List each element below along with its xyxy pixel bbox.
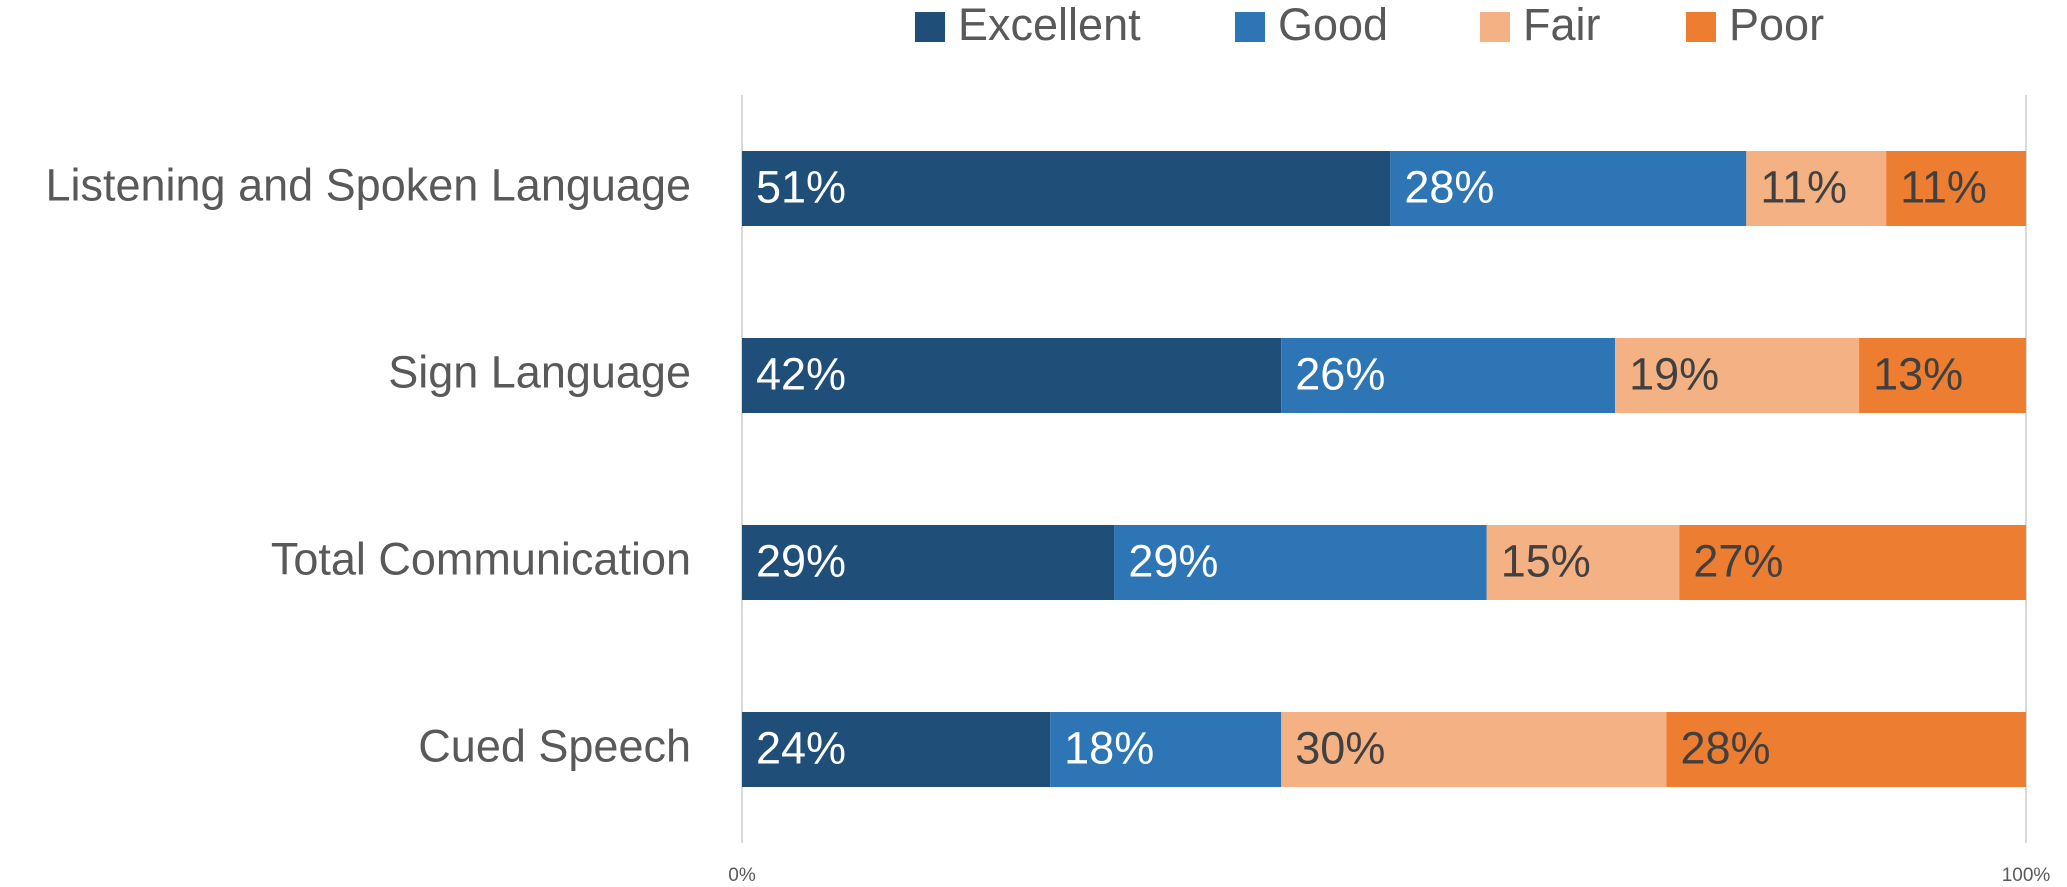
data-label: 24% [756, 722, 846, 773]
data-label: 29% [1128, 535, 1218, 586]
legend-swatch [1686, 12, 1716, 42]
bar-segment [1746, 151, 1887, 226]
bar-segment [1679, 525, 2026, 600]
data-label: 15% [1501, 535, 1591, 586]
x-tick-label: 0% [728, 865, 756, 886]
bar-segment [1281, 338, 1616, 413]
legend-label: Fair [1523, 0, 1601, 50]
data-label: 42% [756, 348, 846, 399]
legend-label: Good [1278, 0, 1388, 50]
data-label: 28% [1680, 722, 1770, 773]
legend-swatch [915, 12, 945, 42]
bar-segment [1486, 525, 1680, 600]
bar-segment [742, 151, 1391, 226]
data-label: 29% [756, 535, 846, 586]
legend-label: Excellent [958, 0, 1141, 50]
data-label: 11% [1900, 161, 1987, 212]
bar-segment [1114, 525, 1487, 600]
data-label: 18% [1064, 722, 1154, 773]
bar-segment [1281, 712, 1667, 787]
category-label: Sign Language [388, 346, 691, 397]
category-label: Listening and Spoken Language [45, 159, 691, 210]
bar-segment [742, 712, 1051, 787]
bar-segment [1886, 151, 2026, 226]
x-tick-label: 100% [2002, 865, 2051, 886]
legend-swatch [1480, 12, 1510, 42]
bar-segment [742, 525, 1115, 600]
bar-segment [1050, 712, 1282, 787]
data-label: 11% [1760, 161, 1847, 212]
data-label: 28% [1404, 161, 1494, 212]
legend-swatch [1235, 12, 1265, 42]
data-label: 27% [1693, 535, 1783, 586]
data-label: 51% [756, 161, 846, 212]
category-label: Cued Speech [418, 720, 691, 771]
bar-segment [1859, 338, 2026, 413]
data-label: 26% [1295, 348, 1385, 399]
data-label: 13% [1873, 348, 1963, 399]
bar-segment [742, 338, 1282, 413]
legend-label: Poor [1729, 0, 1824, 50]
bar-segment [1390, 151, 1747, 226]
bar-segment [1615, 338, 1860, 413]
data-label: 30% [1295, 722, 1385, 773]
category-label: Total Communication [271, 533, 691, 584]
data-label: 19% [1629, 348, 1719, 399]
bar-segment [1666, 712, 2026, 787]
